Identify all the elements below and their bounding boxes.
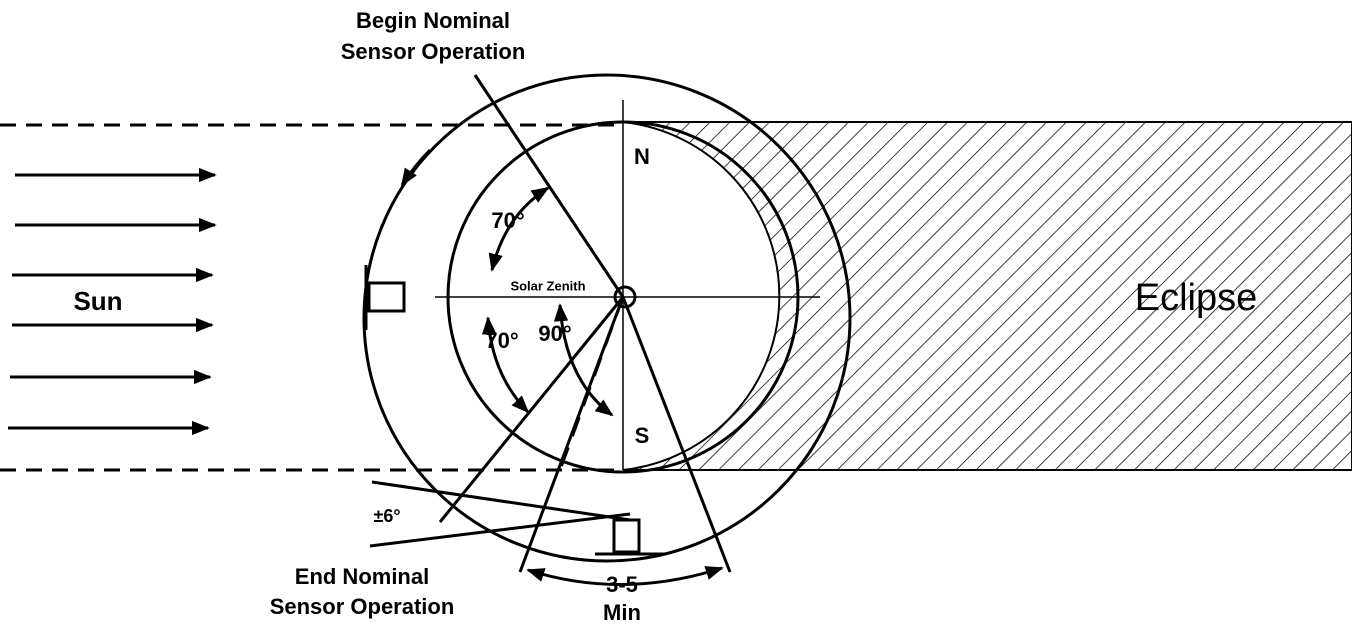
duration-label: 3-5 — [606, 572, 638, 597]
angle-arc — [553, 303, 614, 417]
eclipse-label: Eclipse — [1135, 277, 1258, 319]
end-label: Sensor Operation — [270, 594, 455, 619]
angle-label: 70° — [485, 328, 518, 353]
begin-label: Sensor Operation — [341, 39, 526, 64]
duration-label: Min — [603, 600, 641, 625]
duration-arc — [526, 566, 724, 586]
cone-line — [621, 296, 732, 573]
north-label: N — [634, 144, 650, 169]
angle-arc — [488, 186, 550, 272]
sensor-bottom — [595, 518, 665, 556]
south-label: S — [635, 423, 650, 448]
center — [613, 285, 637, 309]
sun-label: Sun — [73, 286, 122, 316]
sensor-left — [364, 265, 406, 330]
eclipse-region — [622, 121, 1352, 471]
angle-label: 90° — [538, 321, 571, 346]
begin-label: Begin Nominal — [356, 8, 510, 33]
tolerance-line — [369, 512, 631, 548]
angle-arc — [481, 316, 530, 414]
outer-orbit — [362, 73, 852, 563]
end-line — [438, 296, 625, 523]
orbit-arrow — [400, 148, 432, 187]
sun-rays — [8, 167, 217, 436]
zenith-label: Solar Zenith — [510, 278, 585, 293]
tolerance-line — [371, 480, 631, 522]
tolerance-label: ±6° — [373, 506, 400, 526]
begin-line — [473, 74, 625, 298]
end-label: End Nominal — [295, 564, 429, 589]
angle-label: 70° — [491, 208, 524, 233]
